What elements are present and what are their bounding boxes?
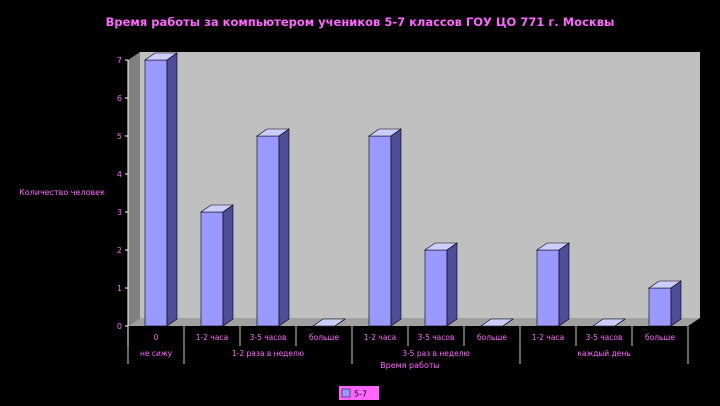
bar-front: [200, 211, 224, 327]
bar-side: [166, 52, 178, 327]
y-tick-label: 4: [117, 170, 122, 179]
bar: [480, 318, 514, 328]
bar: [424, 242, 458, 327]
x-tick-label: больше: [645, 333, 675, 342]
bar: [592, 318, 626, 328]
y-tick-label: 3: [117, 208, 122, 217]
y-tick-label: 0: [117, 322, 122, 331]
bar-front: [368, 135, 392, 327]
bar-side: [614, 318, 626, 327]
bar-side: [278, 128, 290, 327]
legend: 5-7: [339, 386, 379, 400]
bar-side: [390, 128, 402, 327]
bar: [256, 128, 290, 327]
x-tick-label: 3-5 часов: [418, 333, 455, 342]
bar-side: [222, 204, 234, 327]
legend-swatch: [341, 388, 351, 398]
chart-title: Время работы за компьютером учеников 5-7…: [106, 15, 615, 29]
x-tick-label: 1-2 часа: [532, 333, 564, 342]
bars: [144, 52, 682, 328]
bar-front: [536, 249, 560, 327]
x-tick-label: 3-5 часов: [586, 333, 623, 342]
x-tick-label: 1-2 часа: [364, 333, 396, 342]
x-group-label: 3-5 раз в неделю: [402, 349, 470, 358]
side-wall: [128, 52, 140, 326]
x-tick-label: 0: [154, 333, 159, 342]
legend-label: 5-7: [354, 390, 367, 399]
bar-side: [558, 242, 570, 327]
x-tick-label: больше: [309, 333, 339, 342]
bar-side: [670, 280, 682, 327]
x-axis-labels: 0 1-2 часа 3-5 часов больше 1-2 часа 3-5 часо…: [127, 326, 689, 364]
bar-side: [334, 318, 346, 327]
bar-side: [446, 242, 458, 327]
bar-front: [144, 59, 168, 327]
bar: [648, 280, 682, 327]
bar: [368, 128, 402, 327]
x-axis-title: Время работы: [380, 361, 440, 370]
x-group-label: 1-2 раза в неделю: [232, 349, 304, 358]
y-tick-label: 1: [117, 284, 122, 293]
bar: [536, 242, 570, 327]
y-tick-label: 5: [117, 132, 122, 141]
x-group-label: не сижу: [140, 349, 173, 358]
y-tick-label: 6: [117, 94, 122, 103]
bar-side: [502, 318, 514, 327]
bar-front: [424, 249, 448, 327]
bar: [144, 52, 178, 327]
x-tick-label: 1-2 часа: [196, 333, 228, 342]
bar-front: [648, 287, 672, 327]
x-group-label: каждый день: [577, 349, 630, 358]
bar-front: [256, 135, 280, 327]
x-tick-label: больше: [477, 333, 507, 342]
bar: [312, 318, 346, 328]
x-tick-label: 3-5 часов: [250, 333, 287, 342]
y-axis: 0 1 2 3 4 5 6 7: [117, 56, 129, 331]
y-tick-label: 7: [117, 56, 122, 65]
y-axis-title: Количество человек: [19, 188, 105, 197]
bar: [200, 204, 234, 327]
y-tick-label: 2: [117, 246, 122, 255]
